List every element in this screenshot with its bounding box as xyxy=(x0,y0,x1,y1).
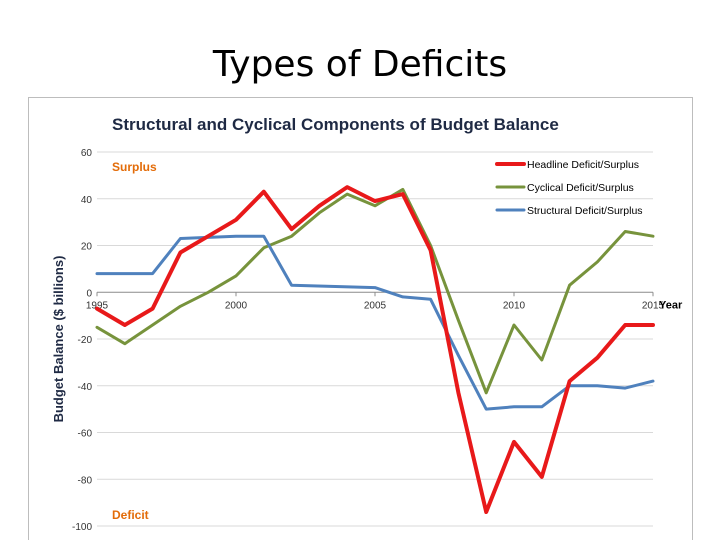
x-axis-label: Year xyxy=(659,299,683,311)
y-tick-label: -60 xyxy=(78,429,93,440)
budget-balance-chart: Structural and Cyclical Components of Bu… xyxy=(51,115,683,533)
legend-entry: Cyclical Deficit/Surplus xyxy=(527,182,634,194)
x-tick-label: 2010 xyxy=(503,300,526,311)
slide-title: Types of Deficits xyxy=(212,44,508,85)
y-tick-label: -40 xyxy=(78,382,93,393)
y-tick-label: 20 xyxy=(81,242,93,253)
series-line-0 xyxy=(95,185,655,514)
x-axis-ticks: 1995 2000 2005 2010 2015 xyxy=(86,292,665,311)
y-tick-label: 0 xyxy=(86,288,92,299)
y-tick-label: -80 xyxy=(78,475,93,486)
x-tick-label: 2005 xyxy=(364,300,387,311)
deficit-annotation: Deficit xyxy=(112,508,149,522)
x-tick-label: 2000 xyxy=(225,300,248,311)
y-axis-ticks: 60 40 20 0 -20 -40 -60 -80 -100 xyxy=(72,148,92,533)
series-line-1 xyxy=(95,187,655,395)
legend-entry: Structural Deficit/Surplus xyxy=(527,205,643,217)
legend-entry: Headline Deficit/Surplus xyxy=(527,159,639,171)
chart-title: Structural and Cyclical Components of Bu… xyxy=(112,115,559,134)
y-tick-label: -20 xyxy=(78,335,93,346)
y-axis-label: Budget Balance ($ billions) xyxy=(51,256,66,423)
y-tick-label: 60 xyxy=(81,148,93,159)
y-tick-label: 40 xyxy=(81,195,93,206)
legend: Headline Deficit/Surplus Cyclical Deficit… xyxy=(495,159,643,217)
surplus-annotation: Surplus xyxy=(112,160,157,174)
chart-frame: Structural and Cyclical Components of Bu… xyxy=(28,97,693,540)
y-tick-label: -100 xyxy=(72,522,92,533)
series-lines xyxy=(95,185,655,514)
x-tick-label: 1995 xyxy=(86,300,109,311)
x-tick-label: 2015 xyxy=(642,300,665,311)
series-line-2 xyxy=(95,234,655,411)
